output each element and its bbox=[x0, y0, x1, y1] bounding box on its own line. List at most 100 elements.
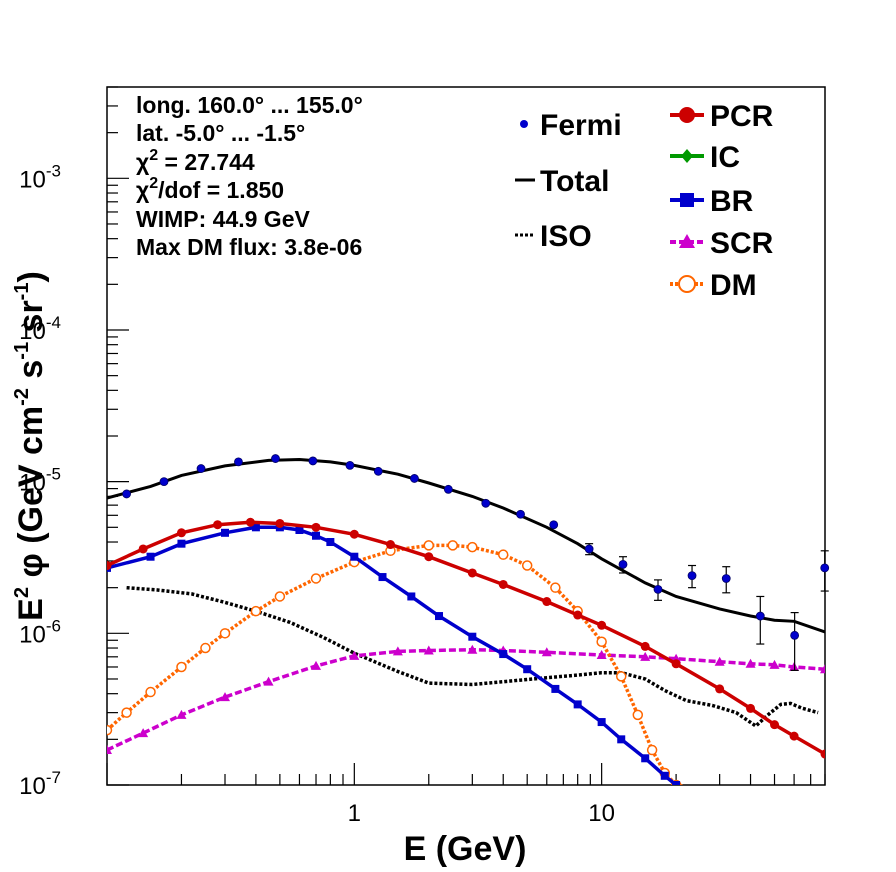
fermi-point bbox=[234, 457, 243, 467]
series-br-marker bbox=[672, 781, 681, 785]
series-scr-marker bbox=[263, 676, 274, 686]
series-br-marker bbox=[326, 538, 335, 547]
series-scr-marker bbox=[107, 745, 112, 755]
series-dm-marker bbox=[310, 573, 322, 584]
y-axis-title-e: ) bbox=[12, 271, 50, 282]
info-chi2-dof: χ2/dof = 1.850 bbox=[136, 175, 284, 203]
series-pcr-marker bbox=[467, 568, 477, 578]
fit-info-block: long. 160.0° ... 155.0° lat. -5.0° ... -… bbox=[136, 92, 363, 260]
x-axis-title: E (GeV) bbox=[404, 830, 527, 868]
y-axis-title: E2 φ (GeV cm-2 s-1 sr-1) bbox=[11, 271, 50, 621]
y-tick-label: 10-5 bbox=[19, 465, 61, 497]
series-scr-marker bbox=[176, 709, 187, 719]
series-dm-marker bbox=[250, 605, 262, 617]
series-pcr-marker bbox=[349, 529, 359, 539]
info-wimp-mass: WIMP: 44.9 GeV bbox=[136, 206, 310, 232]
fermi-point bbox=[687, 571, 697, 581]
series-dm-marker bbox=[423, 540, 435, 551]
info-chi2dof-sup: 2 bbox=[149, 175, 158, 192]
series-pcr-marker bbox=[789, 731, 799, 741]
series-scr-marker bbox=[349, 650, 360, 660]
series-pcr-marker bbox=[213, 520, 223, 530]
series-scr-marker bbox=[541, 647, 552, 657]
fermi-point bbox=[516, 509, 525, 519]
series-br-marker bbox=[251, 523, 260, 532]
series-pcr-marker bbox=[640, 641, 650, 651]
fermi-point bbox=[271, 454, 280, 463]
y-axis-title-d: sr bbox=[12, 300, 50, 342]
series-br-marker bbox=[660, 771, 669, 780]
fermi-point bbox=[196, 464, 206, 473]
series-br-marker bbox=[378, 573, 387, 582]
fermi-point bbox=[159, 477, 169, 487]
series-br-marker bbox=[468, 632, 477, 641]
series-scr-marker bbox=[220, 692, 231, 702]
series-dm-marker bbox=[467, 541, 478, 553]
legend-pcr-marker bbox=[679, 107, 695, 123]
fermi-point bbox=[345, 460, 355, 470]
series-dm-marker bbox=[274, 591, 286, 602]
x-axis-ticks: 1 10 bbox=[106, 763, 826, 827]
series-dm-marker bbox=[107, 724, 113, 736]
series-dm-marker bbox=[550, 582, 561, 593]
fermi-point bbox=[481, 498, 491, 508]
series-pcr-marker bbox=[573, 610, 583, 620]
series-pcr-marker bbox=[107, 561, 112, 571]
y-axis-title-b-sup: -2 bbox=[11, 388, 33, 406]
fermi-point bbox=[122, 489, 131, 499]
fermi-point bbox=[820, 563, 830, 573]
series-scr-marker bbox=[392, 646, 403, 656]
legend-total-label: Total bbox=[540, 165, 609, 198]
y-axis-title-c: s bbox=[12, 360, 50, 388]
y-axis-title-c-sup: -1 bbox=[11, 342, 33, 360]
info-chi2-value: = 27.744 bbox=[158, 149, 255, 175]
series-br-marker bbox=[435, 612, 444, 621]
series-pcr-marker bbox=[542, 597, 552, 607]
series-pcr-marker bbox=[138, 544, 148, 554]
series-dm-marker bbox=[521, 560, 533, 571]
y-tick-label: 10-6 bbox=[19, 616, 61, 648]
legend-dm-marker bbox=[678, 275, 696, 293]
fermi-point bbox=[410, 474, 419, 483]
legend-dm-label: DM bbox=[710, 269, 757, 302]
series-dm-marker bbox=[200, 642, 211, 654]
series-total-line bbox=[107, 457, 825, 634]
series-pcr-marker bbox=[746, 703, 756, 713]
series-scr-marker bbox=[714, 656, 725, 666]
fermi-point bbox=[790, 630, 800, 640]
y-axis-ticks: 10-7 10-6 10-5 10-4 10-3 bbox=[19, 86, 129, 800]
x-tick-label: 1 bbox=[348, 800, 361, 827]
legend-br-label: BR bbox=[710, 185, 754, 218]
series-scr-marker bbox=[745, 658, 756, 668]
legend-fermi-label: Fermi bbox=[540, 109, 622, 142]
series-dm-marker bbox=[632, 709, 644, 721]
y-tick-label: 10-3 bbox=[19, 161, 61, 193]
series-scr-marker bbox=[138, 728, 149, 738]
series-scr-line bbox=[107, 647, 825, 752]
series-br-marker bbox=[617, 735, 626, 744]
fermi-point bbox=[618, 559, 628, 569]
legend-pcr-label: PCR bbox=[710, 100, 774, 133]
legend-right: PCR IC BR SCR DM bbox=[670, 100, 774, 302]
series-dm-marker bbox=[447, 540, 458, 551]
series-br-marker bbox=[597, 718, 606, 727]
legend-ic-marker bbox=[681, 149, 693, 163]
series-dm-marker bbox=[497, 549, 509, 560]
series-br-marker bbox=[146, 552, 155, 561]
fermi-point bbox=[721, 574, 731, 583]
series-scr-marker bbox=[311, 660, 322, 670]
y-tick-label: 10-7 bbox=[19, 768, 61, 800]
fermi-point bbox=[443, 484, 453, 494]
series-br-marker bbox=[295, 526, 304, 535]
series-scr-marker bbox=[769, 659, 780, 669]
series-br-marker bbox=[221, 528, 230, 537]
series-scr-marker bbox=[640, 651, 651, 661]
info-chi2dof-value: /dof = 1.850 bbox=[158, 177, 284, 203]
legend-iso-label: ISO bbox=[540, 220, 592, 253]
series-scr-marker bbox=[596, 649, 607, 659]
info-chi2-symbol: χ bbox=[136, 149, 150, 175]
series-scr-marker bbox=[467, 644, 478, 654]
fermi-point bbox=[653, 584, 663, 594]
info-longitude: long. 160.0° ... 155.0° bbox=[136, 92, 363, 118]
